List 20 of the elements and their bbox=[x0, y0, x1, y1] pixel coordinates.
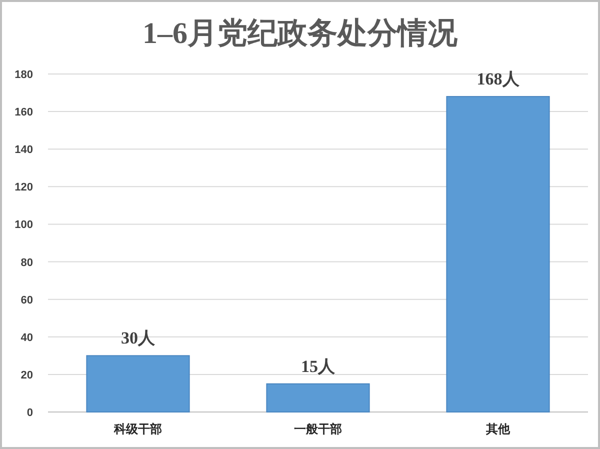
y-tick-label: 100 bbox=[14, 219, 33, 232]
y-tick-label: 80 bbox=[20, 256, 33, 269]
x-tick-label: 一般干部 bbox=[294, 422, 342, 436]
bar bbox=[446, 96, 550, 412]
y-tick-label: 0 bbox=[26, 407, 33, 419]
bar bbox=[266, 383, 370, 412]
y-tick-label: 20 bbox=[20, 369, 33, 382]
y-tick-label: 60 bbox=[20, 294, 33, 306]
y-tick-label: 160 bbox=[14, 106, 33, 119]
bar bbox=[86, 355, 190, 412]
x-tick-label: 其他 bbox=[485, 422, 511, 436]
data-label: 168人 bbox=[476, 70, 520, 89]
y-tick-label: 180 bbox=[14, 69, 33, 81]
data-label: 15人 bbox=[301, 356, 336, 376]
y-tick-label: 40 bbox=[20, 332, 33, 344]
data-label: 30人 bbox=[121, 328, 156, 348]
y-tick-label: 120 bbox=[14, 182, 33, 194]
y-tick-label: 140 bbox=[14, 144, 33, 156]
x-tick-label: 科级干部 bbox=[113, 422, 162, 436]
chart-title: 1–6月党纪政务处分情况 bbox=[142, 17, 458, 50]
